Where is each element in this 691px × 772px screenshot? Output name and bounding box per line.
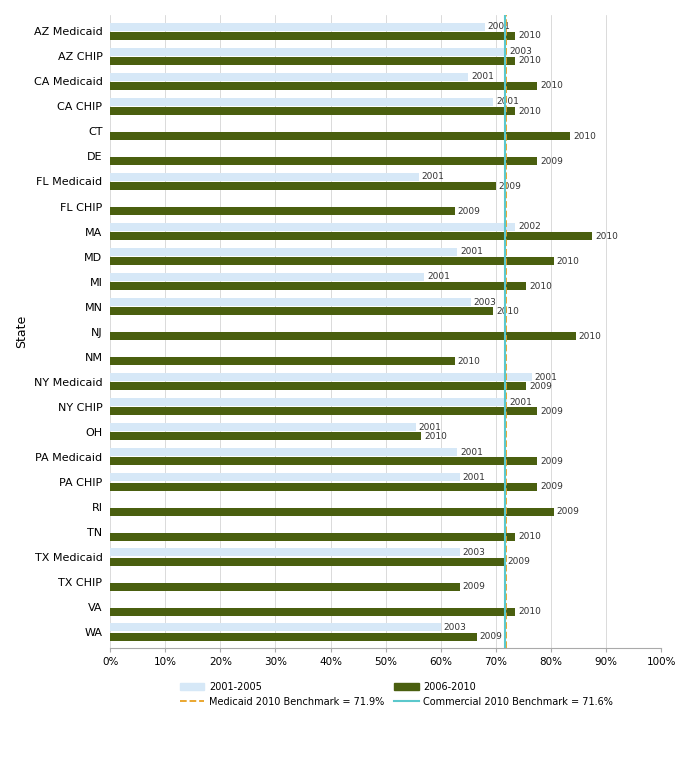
Text: 2010: 2010 xyxy=(457,357,480,366)
Text: 2010: 2010 xyxy=(556,257,579,266)
Bar xyxy=(110,373,531,381)
Bar xyxy=(110,482,537,490)
Bar xyxy=(110,449,457,456)
Text: 2003: 2003 xyxy=(444,623,466,632)
Bar xyxy=(110,132,570,140)
Text: 2001: 2001 xyxy=(496,97,519,107)
Text: 2001: 2001 xyxy=(460,248,483,256)
Text: 2010: 2010 xyxy=(595,232,618,241)
Bar xyxy=(110,624,441,631)
Legend: 2001-2005, Medicaid 2010 Benchmark = 71.9%, 2006-2010, Commercial 2010 Benchmark: 2001-2005, Medicaid 2010 Benchmark = 71.… xyxy=(180,682,614,707)
Text: 2009: 2009 xyxy=(463,582,486,591)
Bar xyxy=(110,22,485,31)
Text: 2010: 2010 xyxy=(496,306,519,316)
Bar xyxy=(110,583,460,591)
Text: 2010: 2010 xyxy=(529,282,552,291)
Text: 2009: 2009 xyxy=(556,507,579,516)
Text: 2001: 2001 xyxy=(510,398,533,407)
Bar xyxy=(110,507,553,516)
Text: 2010: 2010 xyxy=(518,608,541,616)
Bar xyxy=(110,257,553,266)
Text: 2009: 2009 xyxy=(540,407,563,416)
Text: 2010: 2010 xyxy=(573,131,596,141)
Bar xyxy=(110,207,455,215)
Bar xyxy=(110,48,507,56)
Bar xyxy=(110,32,515,40)
Text: 2003: 2003 xyxy=(510,47,533,56)
Text: 2010: 2010 xyxy=(518,56,541,66)
Bar xyxy=(110,332,576,340)
Text: 2002: 2002 xyxy=(518,222,540,232)
Bar xyxy=(110,357,455,365)
Bar xyxy=(110,548,460,557)
Text: 2009: 2009 xyxy=(507,557,530,566)
Text: 2009: 2009 xyxy=(529,382,552,391)
Bar xyxy=(110,307,493,315)
Bar xyxy=(110,173,419,181)
Text: 2009: 2009 xyxy=(480,632,502,642)
Bar xyxy=(110,423,416,432)
Text: 2009: 2009 xyxy=(457,207,480,215)
Bar xyxy=(110,73,468,81)
Bar xyxy=(110,408,537,415)
Bar xyxy=(110,608,515,616)
Bar xyxy=(110,473,460,481)
Bar xyxy=(110,633,477,641)
Text: 2010: 2010 xyxy=(518,32,541,40)
Bar xyxy=(110,382,527,391)
Text: 2010: 2010 xyxy=(424,432,447,441)
Bar xyxy=(110,283,527,290)
Bar xyxy=(110,458,537,466)
Text: 2009: 2009 xyxy=(499,181,522,191)
Bar xyxy=(110,248,457,256)
Text: 2001: 2001 xyxy=(471,73,494,81)
Text: 2001: 2001 xyxy=(427,273,450,282)
Bar xyxy=(110,57,515,65)
Text: 2001: 2001 xyxy=(422,172,444,181)
Text: 2010: 2010 xyxy=(540,82,563,90)
Bar xyxy=(110,432,422,441)
Text: 2009: 2009 xyxy=(540,482,563,491)
Text: 2003: 2003 xyxy=(463,548,486,557)
Bar xyxy=(110,107,515,115)
Text: 2010: 2010 xyxy=(518,107,541,116)
Bar xyxy=(110,82,537,90)
Text: 2001: 2001 xyxy=(460,448,483,457)
Text: 2009: 2009 xyxy=(540,457,563,466)
Bar xyxy=(110,182,496,190)
Bar xyxy=(110,273,424,281)
Bar xyxy=(110,298,471,306)
Bar xyxy=(110,398,507,406)
Bar xyxy=(110,157,537,165)
Text: 2001: 2001 xyxy=(488,22,511,31)
Bar xyxy=(110,533,515,540)
Bar xyxy=(110,557,504,566)
Text: 2001: 2001 xyxy=(534,373,558,381)
Text: 2010: 2010 xyxy=(518,532,541,541)
Text: 2001: 2001 xyxy=(419,423,442,432)
Text: 2010: 2010 xyxy=(578,332,601,340)
Y-axis label: State: State xyxy=(15,315,28,348)
Bar xyxy=(110,223,515,231)
Bar xyxy=(110,98,493,106)
Text: 2009: 2009 xyxy=(540,157,563,165)
Text: 2001: 2001 xyxy=(463,472,486,482)
Text: 2003: 2003 xyxy=(474,297,497,306)
Bar xyxy=(110,232,592,240)
